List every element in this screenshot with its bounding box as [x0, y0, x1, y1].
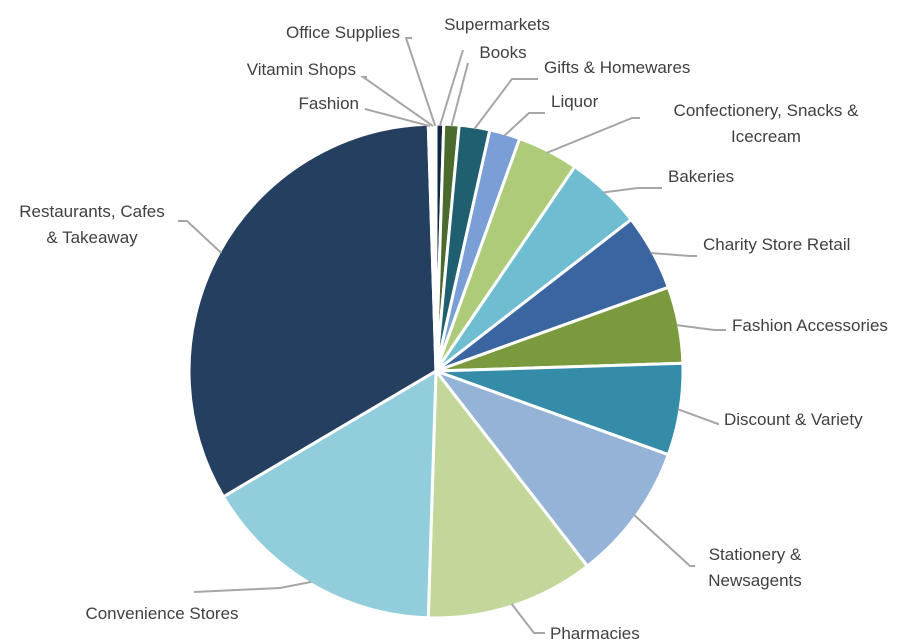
- slice-label: Liquor: [551, 92, 599, 111]
- slice-label: Charity Store Retail: [703, 235, 850, 254]
- slice-label: Discount & Variety: [724, 410, 863, 429]
- slice-label: Fashion Accessories: [732, 316, 888, 335]
- slice-label: Fashion: [299, 94, 359, 113]
- leader-line: [633, 514, 695, 567]
- slice-label: Stationery & Newsagents: [708, 545, 802, 590]
- slice-label: Convenience Stores: [85, 604, 238, 623]
- leader-line: [404, 37, 437, 127]
- leader-line: [364, 108, 431, 128]
- slice-label: Supermarkets: [444, 15, 550, 34]
- pie-slice-office-supplies: [432, 122, 438, 373]
- pie-slice-convenience-stores: [221, 369, 438, 620]
- leader-line: [473, 78, 538, 130]
- leader-line: [438, 49, 464, 127]
- leader-line: [510, 603, 545, 634]
- slice-label: Restaurants, Cafes & Takeaway: [19, 202, 165, 247]
- leader-line: [450, 62, 469, 127]
- leader-line: [603, 187, 662, 194]
- leader-line: [677, 408, 719, 425]
- leader-line: [676, 324, 726, 331]
- leader-line: [359, 76, 434, 127]
- leader-line: [546, 117, 640, 154]
- slice-label: Bakeries: [668, 167, 734, 186]
- slice-label: Books: [479, 43, 526, 62]
- slice-label: Vitamin Shops: [247, 60, 356, 79]
- leader-line: [650, 251, 697, 257]
- leader-line: [193, 580, 312, 593]
- slice-label: Office Supplies: [286, 23, 400, 42]
- slice-label: Pharmacies: [550, 624, 640, 643]
- slice-label: Gifts & Homewares: [544, 58, 690, 77]
- slice-label: Confectionery, Snacks & Icecream: [674, 101, 860, 146]
- leader-line: [503, 112, 545, 137]
- leader-line: [178, 220, 222, 254]
